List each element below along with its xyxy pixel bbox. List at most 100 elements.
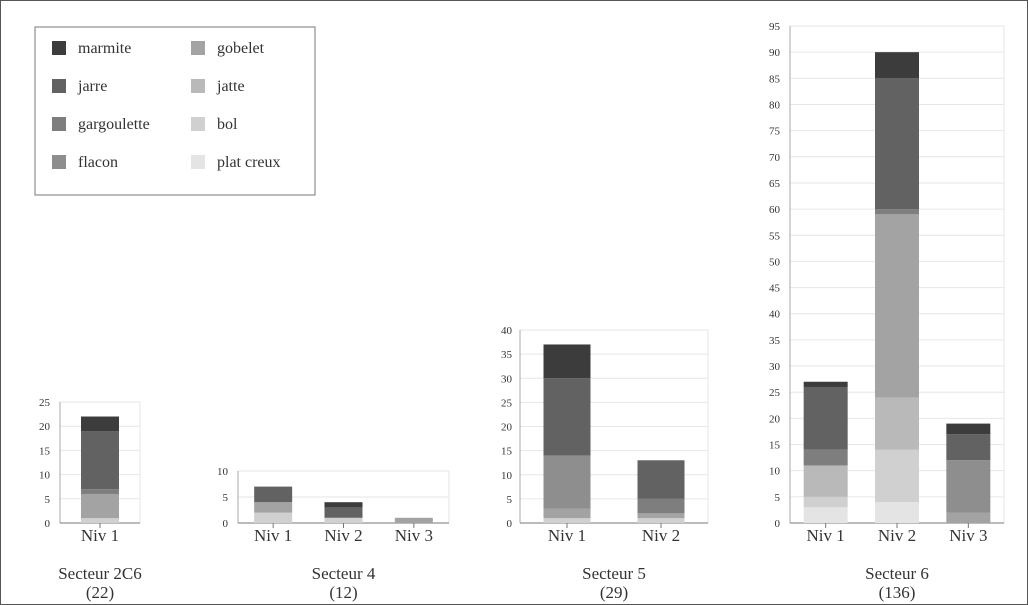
bar-segment-jarre xyxy=(637,460,685,499)
bar-segment-gobelet xyxy=(637,513,685,519)
bar-segment-jarre xyxy=(543,378,591,456)
legend-swatch-gargoulette xyxy=(52,117,66,131)
y-tick-label: 20 xyxy=(501,422,513,434)
y-tick-label: 25 xyxy=(501,397,513,409)
y-tick-label: 55 xyxy=(769,230,781,242)
bar-segment-gobelet xyxy=(875,214,919,398)
y-tick-label: 10 xyxy=(769,466,781,478)
y-tick-label: 15 xyxy=(769,440,781,452)
legend-label-plat-creux: plat creux xyxy=(217,154,281,171)
bar-segment-marmite xyxy=(543,344,591,379)
x-category-label: Niv 1 xyxy=(807,526,845,545)
bar-segment-flacon xyxy=(543,455,591,509)
y-tick-label: 45 xyxy=(769,283,781,295)
x-category-label: Niv 2 xyxy=(642,526,680,545)
legend-box xyxy=(34,26,316,196)
y-tick-label: 85 xyxy=(769,73,781,85)
bar-segment-gobelet xyxy=(254,502,293,513)
chart-title: Secteur 5 xyxy=(582,564,646,583)
bar-segment-bol xyxy=(803,496,848,508)
bar-segment-gobelet xyxy=(81,493,119,519)
legend-swatch-bol xyxy=(191,117,205,131)
bar-segment-gargoulette xyxy=(81,489,119,494)
y-tick-label: 10 xyxy=(501,470,513,482)
legend-label-jatte: jatte xyxy=(216,78,245,95)
bar-segment-jarre xyxy=(803,386,848,450)
bar-segment-bol xyxy=(254,512,293,523)
y-tick-label: 60 xyxy=(769,204,781,216)
x-category-label: Niv 3 xyxy=(949,526,987,545)
y-tick-label: 5 xyxy=(507,494,513,506)
y-tick-label: 10 xyxy=(217,466,229,478)
chart-subtitle: (136) xyxy=(879,583,916,602)
y-tick-label: 20 xyxy=(769,413,781,425)
legend-swatch-plat-creux xyxy=(191,155,205,169)
legend-swatch-gobelet xyxy=(191,41,205,55)
y-tick-label: 0 xyxy=(507,518,513,530)
bar-segment-jarre xyxy=(946,434,991,461)
y-tick-label: 15 xyxy=(39,445,51,457)
legend-label-gargoulette: gargoulette xyxy=(78,116,150,133)
y-tick-label: 75 xyxy=(769,126,781,138)
y-tick-label: 40 xyxy=(769,309,781,321)
chart-0: 0 5 10 15 20 25 Niv 1 Secteur 2C6(22) xyxy=(39,397,142,602)
y-tick-label: 25 xyxy=(39,397,51,409)
y-tick-label: 30 xyxy=(501,373,513,385)
bar-segment-marmite xyxy=(946,423,991,435)
legend-label-bol: bol xyxy=(217,116,238,133)
bar-segment-plat-creux xyxy=(803,507,848,523)
legend-label-marmite: marmite xyxy=(78,40,131,57)
legend-swatch-jarre xyxy=(52,79,66,93)
bar-segment-jarre xyxy=(254,486,293,503)
bar-segment-gobelet xyxy=(394,517,433,523)
bar-segment-marmite xyxy=(324,502,363,508)
chart-subtitle: (29) xyxy=(600,583,628,602)
chart-subtitle: (12) xyxy=(329,583,357,602)
chart-3: 0 5 10 15 20 25 30 35 40 45 50 55 60 65 70 75 80 85 90 95 Ni… xyxy=(769,21,1005,602)
chart-1: 0 5 10 Niv 1 Niv 2 Niv 3 Secteur 4(12) xyxy=(217,466,450,602)
bar-segment-jatte xyxy=(803,465,848,497)
y-tick-label: 25 xyxy=(769,387,781,399)
legend-label-jarre: jarre xyxy=(77,78,107,95)
y-tick-label: 5 xyxy=(223,492,229,504)
legend-swatch-jatte xyxy=(191,79,205,93)
legend-swatch-flacon xyxy=(52,155,66,169)
legend-swatch-marmite xyxy=(52,41,66,55)
bar-segment-gobelet xyxy=(946,512,991,523)
y-tick-label: 35 xyxy=(769,335,781,347)
bar-segment-flacon xyxy=(946,460,991,513)
chart-subtitle: (22) xyxy=(86,583,114,602)
legend: marmite jarre gargoulette flacon gobelet jatt… xyxy=(34,26,316,196)
y-tick-label: 10 xyxy=(39,470,51,482)
chart-title: Secteur 4 xyxy=(312,564,376,583)
y-tick-label: 5 xyxy=(775,492,781,504)
x-category-label: Niv 1 xyxy=(548,526,586,545)
bar-segment-bol xyxy=(81,518,119,523)
y-tick-label: 40 xyxy=(501,325,513,337)
y-tick-label: 20 xyxy=(39,421,51,433)
bar-segment-gargoulette xyxy=(803,449,848,466)
y-tick-label: 50 xyxy=(769,256,781,268)
bar-segment-marmite xyxy=(875,52,919,79)
y-tick-label: 0 xyxy=(223,518,229,530)
chart-title: Secteur 6 xyxy=(865,564,929,583)
y-tick-label: 90 xyxy=(769,47,781,59)
bar-segment-bol xyxy=(875,449,919,503)
bar-segment-gobelet xyxy=(543,508,591,519)
x-category-label: Niv 2 xyxy=(324,526,362,545)
y-tick-label: 0 xyxy=(775,518,781,530)
legend-label-flacon: flacon xyxy=(78,154,118,171)
y-tick-label: 65 xyxy=(769,178,781,190)
bar-segment-jarre xyxy=(324,507,363,518)
bar-segment-marmite xyxy=(803,381,848,387)
x-category-label: Niv 3 xyxy=(395,526,433,545)
y-tick-label: 80 xyxy=(769,99,781,111)
bar-segment-jarre xyxy=(81,431,119,490)
chart-2: 0 5 10 15 20 25 30 35 40 Niv 1 Niv 2 Secteur 5(29) xyxy=(501,325,709,602)
bar-segment-jarre xyxy=(875,78,919,210)
y-tick-label: 95 xyxy=(769,21,781,33)
bar-segment-jatte xyxy=(875,397,919,450)
charts: 0 5 10 15 20 25 Niv 1 Secteur 2C6(22) 0 5 10 Niv 1 N… xyxy=(39,21,1005,602)
bar-segment-plat-creux xyxy=(875,502,919,523)
